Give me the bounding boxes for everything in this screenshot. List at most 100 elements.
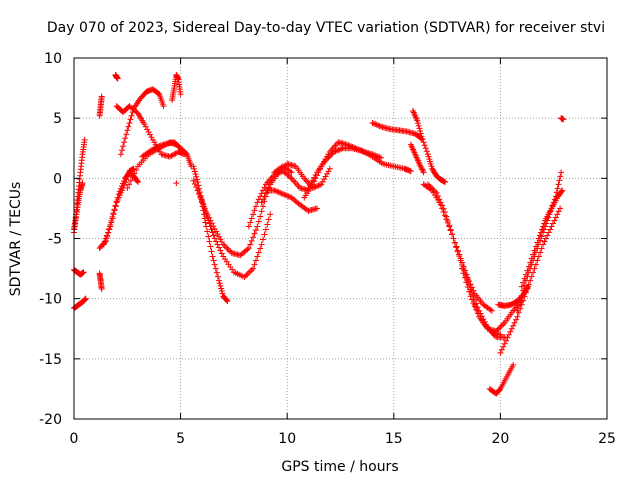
data-point <box>557 173 564 180</box>
data-point <box>323 155 330 162</box>
data-point <box>417 128 424 135</box>
data-point <box>134 178 141 185</box>
y-tick-label: -15 <box>39 352 62 368</box>
data-point <box>498 346 505 353</box>
data-point <box>80 269 87 276</box>
data-point <box>122 179 129 186</box>
data-point <box>190 163 197 170</box>
data-point <box>537 229 544 236</box>
data-point <box>224 245 231 252</box>
data-point <box>191 165 198 172</box>
data-point <box>476 307 483 314</box>
series-arc-5 <box>96 93 105 119</box>
data-point <box>558 169 565 176</box>
data-point <box>407 168 414 175</box>
data-point <box>559 187 566 194</box>
data-point <box>444 217 451 224</box>
data-point <box>419 167 426 174</box>
data-point <box>508 325 515 332</box>
data-point <box>241 274 248 281</box>
data-point <box>264 221 271 228</box>
x-tick-label: 0 <box>70 431 79 447</box>
data-point <box>471 303 478 310</box>
data-point <box>214 241 221 248</box>
data-point <box>126 119 133 126</box>
data-point <box>449 231 456 238</box>
data-point <box>257 245 264 252</box>
data-point <box>440 205 447 212</box>
data-point <box>437 199 444 206</box>
data-point <box>82 295 89 302</box>
chart-title: Day 070 of 2023, Sidereal Day-to-day VTE… <box>47 20 605 36</box>
data-point <box>305 184 312 191</box>
data-point <box>417 163 424 170</box>
data-point <box>510 322 517 329</box>
data-point <box>107 223 114 230</box>
data-point <box>505 331 512 338</box>
series-arc-36 <box>558 115 567 123</box>
y-tick-label: 0 <box>53 171 62 187</box>
data-point <box>223 297 230 304</box>
data-point <box>206 238 213 245</box>
data-point <box>443 213 450 220</box>
series-arc-23 <box>305 145 414 191</box>
data-point <box>474 310 481 317</box>
data-point <box>247 241 254 248</box>
data-point <box>326 165 333 172</box>
data-point <box>245 245 252 252</box>
data-point <box>218 250 225 257</box>
data-point <box>524 267 531 274</box>
data-point <box>521 293 528 300</box>
data-point <box>419 136 426 143</box>
data-point <box>281 191 288 198</box>
data-point <box>220 241 227 248</box>
data-point <box>534 239 541 246</box>
data-point <box>432 188 439 195</box>
data-point <box>287 174 294 181</box>
data-point <box>552 214 559 221</box>
data-point <box>518 292 525 299</box>
data-point <box>127 177 134 184</box>
data-point <box>218 285 225 292</box>
data-point <box>194 187 201 194</box>
data-point <box>121 139 128 146</box>
y-tick-label: -10 <box>39 292 62 308</box>
data-point <box>109 215 116 222</box>
data-point <box>110 211 117 218</box>
data-point <box>281 163 288 170</box>
data-point <box>255 249 262 256</box>
data-point <box>459 265 466 272</box>
data-point <box>451 239 458 246</box>
data-point <box>321 176 328 183</box>
data-point <box>278 190 285 197</box>
data-point <box>416 125 423 132</box>
data-point <box>219 290 226 297</box>
data-point <box>278 166 285 173</box>
data-point <box>487 306 494 313</box>
data-point <box>326 153 333 160</box>
series-arc-14 <box>169 71 184 104</box>
data-point <box>265 216 272 223</box>
data-point <box>224 298 231 305</box>
data-point <box>544 232 551 239</box>
data-point <box>204 228 211 235</box>
data-point <box>331 148 338 155</box>
data-point <box>252 203 259 210</box>
data-point <box>436 196 443 203</box>
x-tick-label: 10 <box>278 431 296 447</box>
data-point <box>520 287 527 294</box>
data-point <box>154 143 161 150</box>
data-point <box>314 183 321 190</box>
data-point <box>208 226 215 233</box>
data-point <box>325 154 332 161</box>
data-point <box>258 241 265 248</box>
data-point <box>261 193 268 200</box>
data-point <box>375 122 382 129</box>
data-point <box>124 127 131 134</box>
data-point <box>547 226 554 233</box>
data-point <box>206 214 213 221</box>
data-point <box>417 162 424 169</box>
series-arc-25 <box>409 107 448 185</box>
data-point <box>521 275 528 282</box>
data-point <box>511 319 518 326</box>
